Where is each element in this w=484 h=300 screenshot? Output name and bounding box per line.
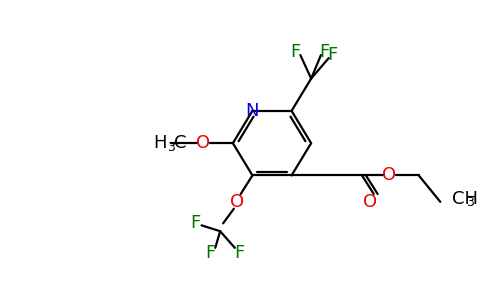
Text: F: F	[290, 43, 301, 61]
Text: F: F	[320, 43, 330, 61]
Text: F: F	[328, 46, 338, 64]
Text: 3: 3	[466, 196, 473, 209]
Text: O: O	[363, 193, 377, 211]
Text: CH: CH	[452, 190, 478, 208]
Text: F: F	[205, 244, 215, 262]
Text: F: F	[235, 244, 245, 262]
Text: O: O	[197, 134, 211, 152]
Text: 3: 3	[167, 141, 175, 154]
Text: N: N	[246, 102, 259, 120]
Text: O: O	[230, 193, 244, 211]
Text: O: O	[382, 167, 396, 184]
Text: C: C	[174, 134, 187, 152]
Text: F: F	[191, 214, 201, 232]
Text: H: H	[153, 134, 166, 152]
